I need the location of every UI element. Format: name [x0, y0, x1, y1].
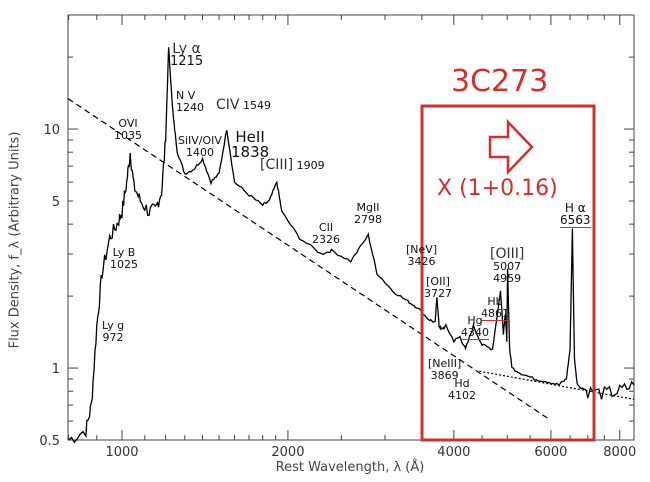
label-mgii: MgII 2798: [354, 201, 382, 226]
label-siiv: SiIV/OIV 1400: [178, 134, 222, 159]
object-name: 3C273: [451, 64, 549, 99]
x-tick-label: 8000: [603, 445, 636, 460]
label-nev: [NeV] 3426: [406, 243, 438, 268]
series-power-law-continuum: [67, 98, 550, 420]
label-oii: [OII] 3727: [424, 275, 452, 300]
y-tick-label: 0.5: [39, 434, 60, 449]
label-hd: Hd 4102: [448, 377, 476, 402]
label-hg: Hg 4340: [461, 314, 489, 340]
x-tick-label: 6000: [534, 445, 567, 460]
series-composite-spectrum: [68, 47, 635, 444]
label-ciii: [CIII] 1909: [260, 157, 325, 173]
label-heii: HeII 1838: [231, 128, 270, 161]
label-neiii: [NeIII] 3869: [428, 357, 462, 382]
redshift-factor: X (1+0.16): [437, 176, 558, 201]
x-tick-label: 1000: [105, 445, 138, 460]
redshift-box: [420, 104, 596, 442]
label-lyg: Ly g 972: [102, 319, 125, 344]
label-hb: Hb 4861: [481, 295, 509, 321]
y-tick-label: 10: [43, 123, 60, 138]
x-axis-label: Rest Wavelength, λ (Å): [275, 460, 425, 475]
label-nv: N V 1240: [176, 89, 204, 114]
series-optical-continuum: [479, 370, 635, 400]
y-tick-label: 5: [52, 195, 60, 210]
plot-frame: [67, 14, 635, 441]
y-tick-label: 1: [52, 362, 60, 377]
label-oiii: [OIII] 5007 4959: [490, 246, 525, 285]
label-civ: CIV 1549: [216, 97, 271, 113]
x-tick-label: 2000: [271, 445, 304, 460]
label-cii: CII 2326: [312, 221, 340, 246]
x-tick-label: 4000: [437, 445, 470, 460]
label-lyb: Ly B 1025: [110, 246, 138, 271]
label-ovi: OVI 1035: [114, 117, 142, 142]
arrow-right-icon: [488, 118, 534, 176]
label-ha: H α 6563: [560, 201, 591, 228]
label-lya: Ly α 1215: [170, 41, 204, 69]
